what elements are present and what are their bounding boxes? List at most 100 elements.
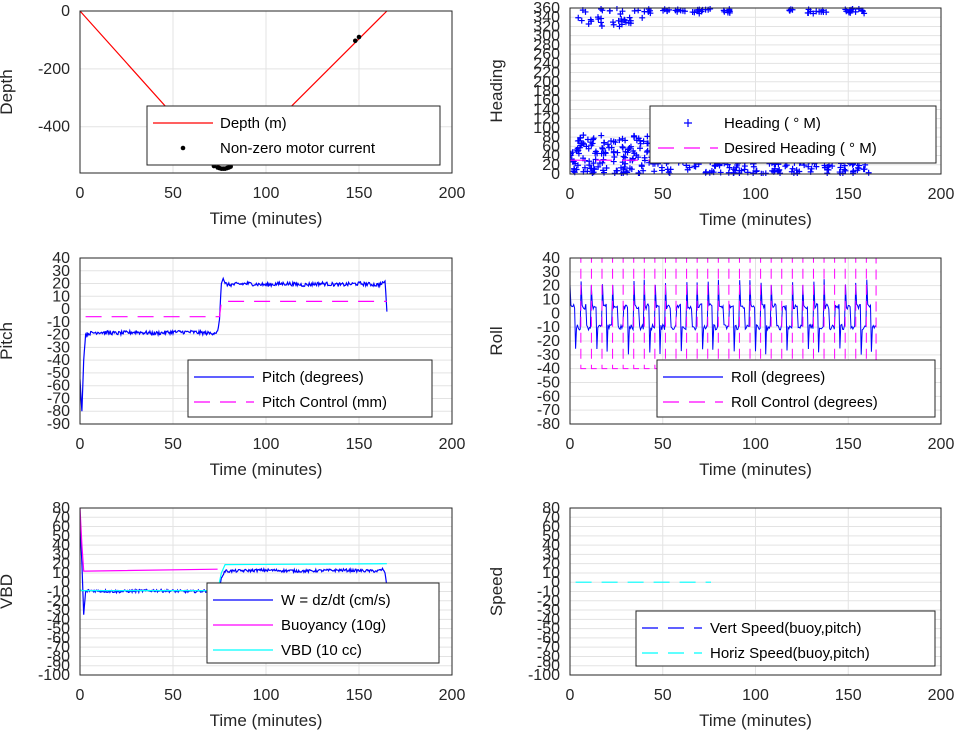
data-point bbox=[707, 6, 714, 12]
y-tick-label: 0 bbox=[61, 574, 70, 591]
y-tick-label: -10 bbox=[47, 584, 70, 601]
legend-entry-label: Pitch (degrees) bbox=[262, 369, 364, 386]
data-point bbox=[586, 162, 593, 169]
plot-area bbox=[570, 257, 877, 370]
y-tick-label: 220 bbox=[533, 65, 560, 82]
data-point bbox=[855, 6, 862, 13]
y-tick-label: -70 bbox=[537, 402, 560, 419]
data-point bbox=[807, 8, 814, 15]
y-tick-label: -20 bbox=[47, 327, 70, 344]
y-tick-label: 10 bbox=[542, 565, 560, 582]
y-tick-label: 60 bbox=[542, 519, 560, 536]
x-tick-label: 0 bbox=[566, 186, 575, 203]
data-point bbox=[570, 158, 577, 165]
data-point bbox=[661, 6, 668, 13]
y-tick-label: -40 bbox=[537, 611, 560, 628]
data-point bbox=[598, 19, 604, 26]
data-point bbox=[587, 165, 594, 172]
x-axis-label: Time (minutes) bbox=[210, 711, 323, 730]
y-tick-label: 50 bbox=[52, 528, 70, 545]
data-point bbox=[606, 7, 613, 14]
legend-box bbox=[635, 610, 936, 667]
y-tick-label: -70 bbox=[537, 639, 560, 656]
y-tick-label: -20 bbox=[537, 593, 560, 610]
data-point bbox=[620, 170, 627, 176]
y-tick-label: -40 bbox=[47, 352, 70, 369]
data-point bbox=[610, 158, 617, 165]
legend-entry-label: Vert Speed(buoy,pitch) bbox=[710, 620, 861, 637]
x-axis-label: Time (minutes) bbox=[210, 460, 323, 479]
y-tick-label: -40 bbox=[47, 611, 70, 628]
y-tick-label: -90 bbox=[537, 658, 560, 675]
data-point bbox=[599, 144, 606, 151]
x-tick-label: 50 bbox=[654, 436, 672, 453]
data-point bbox=[843, 8, 850, 15]
data-point bbox=[640, 138, 647, 145]
data-point bbox=[580, 132, 587, 139]
y-tick-label: -60 bbox=[47, 378, 70, 395]
data-point bbox=[595, 16, 602, 23]
series-pitch-0 bbox=[80, 276, 388, 412]
y-tick-label: 80 bbox=[542, 129, 560, 146]
y-tick-label: 40 bbox=[52, 537, 70, 554]
y-tick-label: -400 bbox=[38, 119, 70, 136]
legend-entry-label: VBD (10 cc) bbox=[281, 642, 362, 659]
data-point bbox=[624, 149, 631, 156]
data-point bbox=[596, 160, 603, 167]
x-tick-label: 200 bbox=[439, 436, 466, 453]
y-tick-label: 70 bbox=[542, 509, 560, 526]
data-point bbox=[691, 163, 698, 170]
chart-roll: 0 50 100 150 200403020100-10-20-30-40-50-60-… bbox=[487, 250, 954, 479]
data-point bbox=[581, 164, 588, 171]
data-point bbox=[580, 141, 587, 148]
data-point bbox=[600, 167, 607, 174]
x-tick-label: 100 bbox=[742, 687, 769, 704]
data-point bbox=[847, 9, 854, 16]
axes-frame bbox=[79, 10, 453, 174]
y-tick-label: 80 bbox=[542, 500, 560, 517]
data-point bbox=[616, 23, 623, 30]
data-point bbox=[824, 163, 831, 170]
y-axis-label: Heading bbox=[487, 59, 506, 122]
data-point bbox=[589, 170, 596, 176]
y-tick-label: 80 bbox=[52, 500, 70, 517]
data-point bbox=[629, 156, 636, 163]
y-tick-label: -50 bbox=[47, 621, 70, 638]
x-tick-label: 100 bbox=[253, 687, 280, 704]
x-tick-label: 200 bbox=[928, 436, 955, 453]
y-axis-label: Pitch bbox=[0, 322, 16, 360]
data-point bbox=[356, 34, 362, 40]
y-tick-label: -10 bbox=[537, 584, 560, 601]
y-tick-label: 50 bbox=[542, 528, 560, 545]
data-point bbox=[578, 17, 585, 24]
data-point bbox=[590, 160, 597, 167]
y-tick-label: -30 bbox=[47, 602, 70, 619]
data-point bbox=[635, 169, 642, 176]
legend-box bbox=[187, 359, 433, 418]
y-tick-label: 70 bbox=[52, 509, 70, 526]
data-point bbox=[616, 137, 623, 144]
x-tick-label: 100 bbox=[253, 185, 280, 202]
data-point bbox=[775, 168, 782, 175]
legend-entry-label: Horiz Speed(buoy,pitch) bbox=[710, 645, 870, 662]
y-tick-label: -80 bbox=[47, 403, 70, 420]
data-point bbox=[602, 149, 609, 156]
data-point bbox=[829, 163, 836, 170]
data-point bbox=[595, 163, 602, 170]
x-tick-label: 50 bbox=[654, 687, 672, 704]
data-point bbox=[706, 169, 713, 176]
y-tick-label: 360 bbox=[533, 0, 560, 17]
y-tick-label: 280 bbox=[533, 37, 560, 54]
data-point bbox=[852, 8, 859, 15]
data-point bbox=[821, 162, 828, 169]
data-point bbox=[721, 8, 728, 15]
legend-entry-label: Desired Heading ( ° M) bbox=[724, 140, 877, 157]
axes-frame bbox=[569, 257, 942, 425]
data-point bbox=[577, 134, 584, 141]
data-point bbox=[618, 16, 625, 23]
axes-frame bbox=[79, 507, 453, 676]
x-tick-label: 150 bbox=[835, 436, 862, 453]
data-point bbox=[638, 162, 645, 169]
x-tick-label: 200 bbox=[928, 687, 955, 704]
x-tick-label: 150 bbox=[835, 687, 862, 704]
